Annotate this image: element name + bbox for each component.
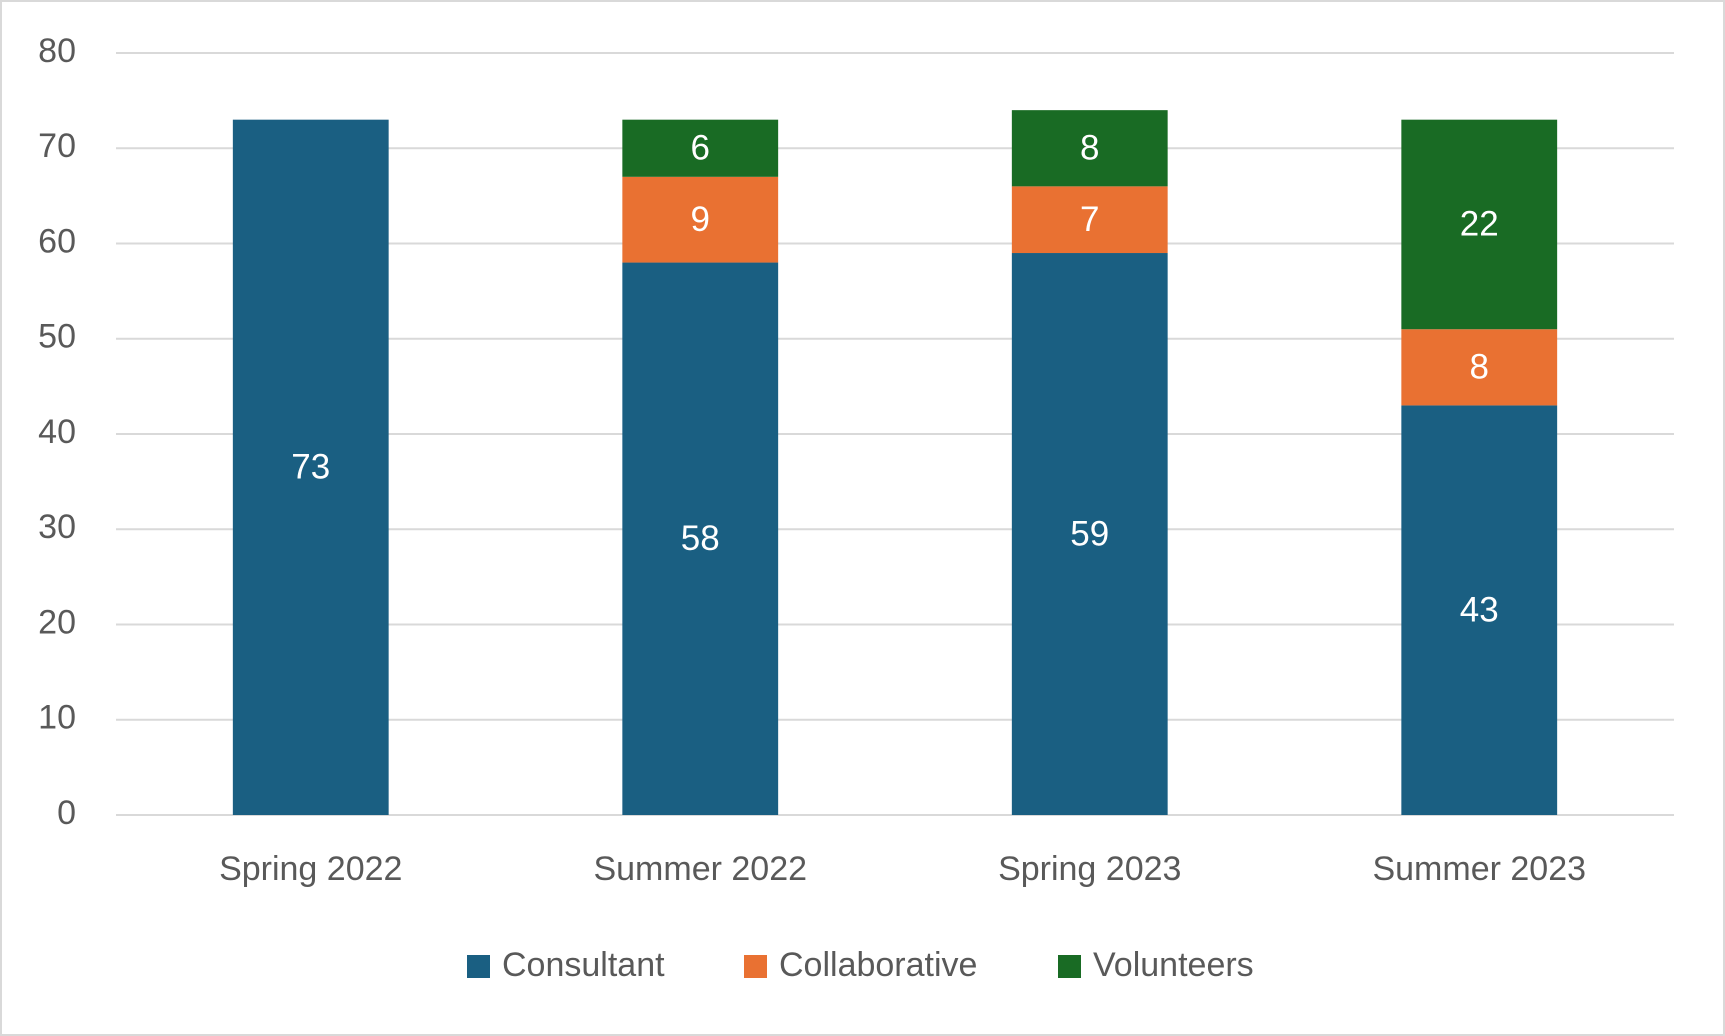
- data-label: 43: [1460, 590, 1499, 629]
- data-label: 73: [291, 448, 330, 487]
- legend-swatch: [1058, 955, 1081, 978]
- y-tick-label: 50: [38, 318, 76, 356]
- bar-segment: [1401, 405, 1558, 815]
- y-tick-label: 70: [38, 127, 76, 165]
- bar-segment: [622, 262, 779, 815]
- data-label: 7: [1080, 200, 1099, 239]
- y-tick-label: 0: [57, 794, 76, 832]
- y-tick-label: 10: [38, 699, 76, 737]
- y-tick-label: 30: [38, 508, 76, 546]
- bar-segment: [1011, 253, 1168, 815]
- data-label: 6: [691, 129, 710, 168]
- bar-segment: [622, 176, 779, 263]
- y-tick-label: 40: [38, 413, 76, 451]
- legend-swatch: [744, 955, 767, 978]
- legend-label: Consultant: [502, 946, 665, 984]
- data-label: 22: [1460, 205, 1499, 244]
- bar-segment: [1401, 119, 1558, 330]
- data-label: 59: [1070, 514, 1109, 553]
- legend-swatch: [467, 955, 490, 978]
- bar-segment: [1011, 110, 1168, 187]
- legend-label: Volunteers: [1093, 946, 1254, 984]
- y-tick-label: 80: [38, 32, 76, 70]
- bar-segment: [1011, 186, 1168, 254]
- data-label: 8: [1470, 348, 1489, 387]
- bar-segment: [232, 119, 389, 816]
- bar-segment: [622, 119, 779, 177]
- x-tick-label: Spring 2022: [219, 850, 402, 888]
- legend-label: Collaborative: [779, 946, 977, 984]
- x-tick-label: Spring 2023: [998, 850, 1181, 888]
- data-label: 8: [1080, 129, 1099, 168]
- x-tick-label: Summer 2022: [593, 850, 807, 888]
- x-tick-label: Summer 2023: [1372, 850, 1586, 888]
- bar-segment: [1401, 329, 1558, 406]
- y-tick-label: 20: [38, 603, 76, 641]
- data-label: 58: [681, 519, 720, 558]
- y-tick-label: 60: [38, 222, 76, 260]
- data-label: 9: [691, 200, 710, 239]
